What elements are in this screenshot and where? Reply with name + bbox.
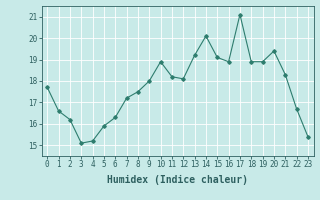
X-axis label: Humidex (Indice chaleur): Humidex (Indice chaleur) — [107, 175, 248, 185]
